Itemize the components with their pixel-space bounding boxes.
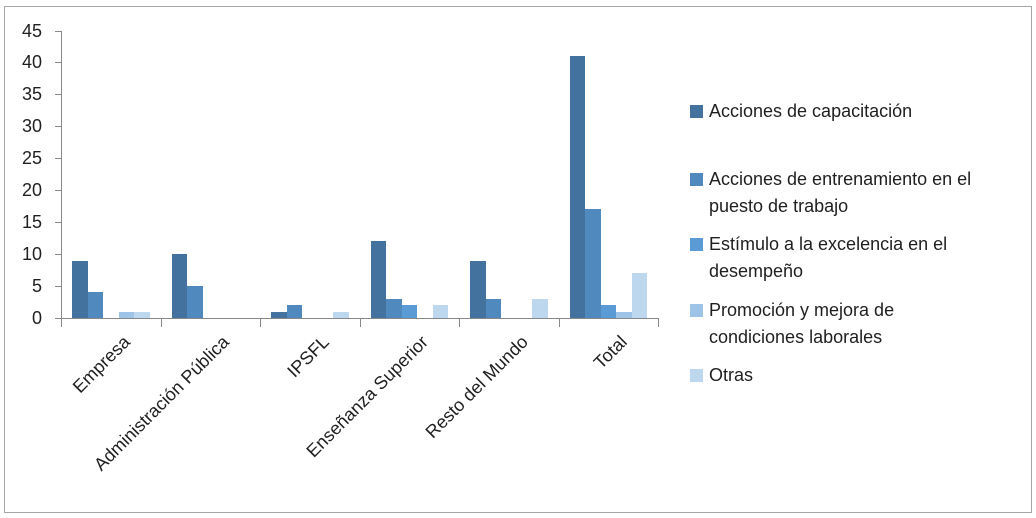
- x-tick: [160, 319, 162, 327]
- legend-label-line: Promoción y mejora de: [709, 300, 895, 320]
- y-tick-label: 40: [21, 52, 42, 73]
- y-tick-label: 15: [21, 212, 42, 233]
- y-tick: [55, 222, 61, 224]
- legend-swatch-icon: [690, 369, 703, 382]
- legend-swatch-icon: [690, 173, 703, 186]
- y-tick: [55, 190, 61, 192]
- y-tick-label: 10: [21, 244, 42, 265]
- y-tick: [55, 286, 61, 288]
- legend-swatch-icon: [690, 105, 703, 118]
- y-axis-line: [61, 30, 62, 318]
- legend-swatch-icon: [690, 304, 703, 317]
- x-tick: [459, 319, 460, 327]
- bar: [470, 260, 486, 318]
- y-tick: [55, 94, 61, 96]
- y-tick-label: 0: [31, 308, 42, 328]
- y-tick-label: 20: [21, 180, 42, 201]
- legend-label: Promoción y mejora de condiciones laboral…: [709, 297, 894, 351]
- bar: [432, 305, 448, 318]
- x-tick: [359, 319, 361, 327]
- bar: [286, 305, 302, 318]
- y-tick: [55, 318, 61, 319]
- y-tick: [55, 158, 61, 160]
- bar: [569, 56, 585, 318]
- bar: [187, 286, 203, 318]
- legend-label: Otras: [709, 362, 753, 389]
- legend-swatch-icon: [690, 238, 703, 251]
- y-tick-label: 30: [21, 116, 42, 137]
- bar: [386, 298, 402, 318]
- legend-item: Estímulo a la excelencia en el desempeño: [690, 231, 947, 285]
- legend-label-line: desempeño: [709, 261, 804, 281]
- legend-label-line: Acciones de entrenamiento en el: [709, 169, 972, 189]
- y-tick: [55, 126, 61, 128]
- bar: [485, 298, 501, 318]
- x-tick: [658, 319, 659, 327]
- y-tick-label: 25: [21, 148, 42, 169]
- x-tick: [260, 319, 261, 327]
- legend-item: Acciones de capacitación: [690, 98, 912, 125]
- legend-label: Estímulo a la excelencia en el desempeño: [709, 231, 947, 285]
- legend-label-line: puesto de trabajo: [709, 196, 849, 216]
- bar: [370, 241, 386, 318]
- y-tick: [55, 62, 61, 64]
- y-tick: [55, 254, 61, 256]
- y-tick-label: 5: [31, 276, 42, 297]
- legend-item: Acciones de entrenamiento en el puesto de…: [690, 166, 971, 220]
- bar: [585, 209, 601, 318]
- x-tick: [61, 319, 62, 327]
- bar: [616, 311, 632, 318]
- bar: [532, 298, 548, 318]
- legend-label: Acciones de entrenamiento en el puesto de…: [709, 166, 971, 220]
- legend-label-line: Estímulo a la excelencia en el: [709, 234, 948, 254]
- legend-label-line: condiciones laborales: [709, 327, 883, 347]
- legend-label-line: Otras: [709, 365, 754, 385]
- legend-label: Acciones de capacitación: [709, 98, 912, 125]
- bar: [72, 260, 88, 318]
- legend-label-line: Acciones de capacitación: [709, 101, 913, 121]
- bar: [631, 273, 647, 318]
- y-tick: [55, 30, 61, 32]
- x-tick: [558, 319, 560, 327]
- y-tick-label: 35: [21, 84, 42, 105]
- y-tick-label: 45: [21, 20, 42, 41]
- bar: [600, 305, 616, 318]
- bar: [271, 311, 287, 318]
- x-axis-line: [61, 318, 659, 319]
- bar: [118, 311, 134, 318]
- bar: [333, 311, 349, 318]
- bar: [171, 254, 187, 318]
- bar: [401, 305, 417, 318]
- legend-item: Promoción y mejora de condiciones laboral…: [690, 297, 894, 351]
- chart-border: [4, 6, 1032, 513]
- bar: [134, 311, 150, 318]
- legend-item: Otras: [690, 362, 753, 389]
- bar: [87, 292, 103, 318]
